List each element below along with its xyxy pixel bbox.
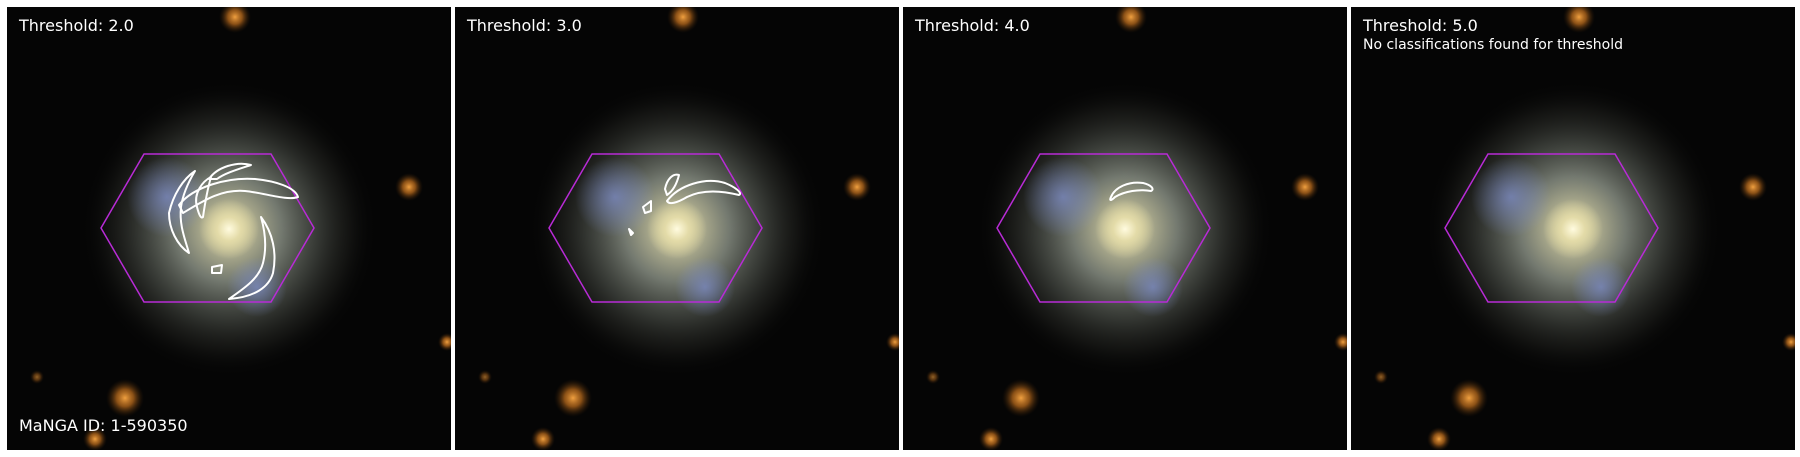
panel-title: Threshold: 2.0 xyxy=(19,16,134,35)
galaxy-image xyxy=(1351,7,1795,450)
galaxy-image xyxy=(903,7,1347,450)
ifu-hexagon xyxy=(548,153,763,303)
arm-contour xyxy=(628,173,741,236)
panel-3: Threshold: 4.0 xyxy=(903,7,1347,450)
panel-title: Threshold: 3.0 xyxy=(467,16,582,35)
galaxy-image xyxy=(455,7,899,450)
manga-id-label: MaNGA ID: 1-590350 xyxy=(19,416,188,435)
no-classifications-note: No classifications found for threshold xyxy=(1363,37,1623,53)
panel-1: Threshold: 2.0 MaNGA ID: 1-590350 xyxy=(7,7,451,450)
ifu-hexagon xyxy=(100,153,315,303)
ifu-hexagon xyxy=(1444,153,1659,303)
arm-contour xyxy=(1109,181,1154,201)
galaxy-image xyxy=(7,7,451,450)
panel-4: Threshold: 5.0 No classifications found … xyxy=(1351,7,1795,450)
ifu-hexagon xyxy=(996,153,1211,303)
panel-2: Threshold: 3.0 xyxy=(455,7,899,450)
panel-title: Threshold: 4.0 xyxy=(915,16,1030,35)
arm-contour xyxy=(168,162,299,300)
panel-title: Threshold: 5.0 xyxy=(1363,16,1478,35)
